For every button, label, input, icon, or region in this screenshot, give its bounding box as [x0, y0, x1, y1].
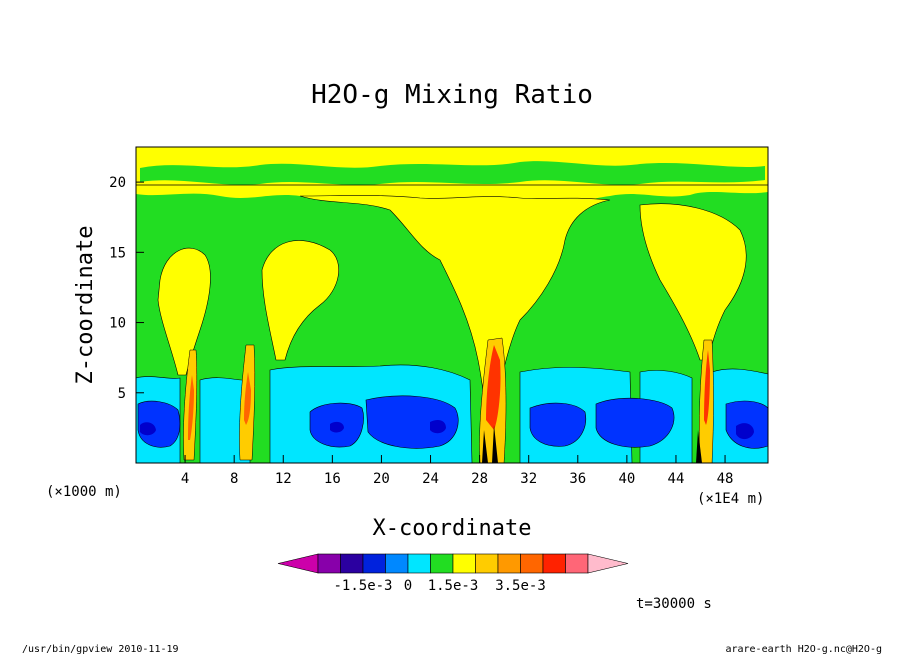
- colorbar-swatch: [542, 553, 566, 574]
- field-yellow-center: [299, 195, 611, 411]
- x-tick-label: 28: [471, 471, 488, 487]
- colorbar-label: 3.5e-3: [495, 578, 546, 594]
- field-yellow-right: [639, 203, 747, 361]
- plot-frame: [135, 146, 769, 464]
- colorbar-swatch: [497, 553, 521, 574]
- colorbar-swatch: [407, 553, 431, 574]
- colorbar-label: 0: [404, 578, 412, 594]
- colorbar-swatch: [452, 553, 476, 574]
- plot-area: [135, 146, 769, 464]
- field-yellow-left-blob: [157, 247, 211, 376]
- y-tick-label: 5: [118, 386, 126, 402]
- colorbar-swatch: [520, 553, 544, 574]
- colorbar-swatch: [317, 553, 341, 574]
- colorbar-low-arrow: [277, 553, 319, 574]
- x-tick-label: 24: [422, 471, 439, 487]
- colorbar-swatch: [385, 553, 409, 574]
- colorbar-swatch: [362, 553, 386, 574]
- x-axis: 4 8 12 16 20 24 28 32 36 40 44 48: [181, 455, 734, 487]
- y-tick-label: 15: [109, 245, 126, 261]
- x-unit-right: (×1E4 m): [697, 491, 764, 507]
- x-tick-label: 4: [181, 471, 189, 487]
- x-tick-label: 12: [275, 471, 292, 487]
- footer-right: arare-earth_H2O-g.nc@H2O-g: [725, 644, 882, 654]
- x-tick-label: 48: [717, 471, 734, 487]
- colorbar-label: 1.5e-3: [428, 578, 479, 594]
- y-tick-label: 10: [109, 316, 126, 332]
- x-tick-label: 8: [230, 471, 238, 487]
- x-tick-label: 44: [668, 471, 685, 487]
- colorbar-swatch: [340, 553, 364, 574]
- y-axis-title: Z-coordinate: [73, 226, 98, 385]
- chart-title: H2O-g Mixing Ratio: [311, 80, 593, 110]
- colorbar-swatch: [430, 553, 454, 574]
- colorbar-high-arrow: [587, 553, 629, 574]
- y-tick-label: 20: [109, 175, 126, 191]
- x-axis-title: X-coordinate: [373, 516, 532, 541]
- x-tick-label: 32: [520, 471, 537, 487]
- x-tick-label: 20: [373, 471, 390, 487]
- footer-left: /usr/bin/gpview 2010-11-19: [22, 644, 179, 654]
- y-axis: 5 10 15 20: [109, 175, 144, 402]
- field-green-band-top: [140, 161, 765, 185]
- x-tick-label: 36: [569, 471, 586, 487]
- x-tick-label: 40: [618, 471, 635, 487]
- convective-columns: [183, 337, 714, 464]
- colorbar: [277, 553, 629, 574]
- x-tick-label: 16: [324, 471, 341, 487]
- time-label: t=30000 s: [636, 596, 712, 612]
- field-blue-pools: [137, 395, 769, 449]
- x-unit-left: (×1000 m): [46, 484, 122, 500]
- field-yellow-mid-blob: [261, 240, 339, 361]
- colorbar-swatch: [475, 553, 499, 574]
- colorbar-labels: -1.5e-3 0 1.5e-3 3.5e-3: [333, 578, 545, 594]
- colorbar-label: -1.5e-3: [333, 578, 392, 594]
- colorbar-swatch: [565, 553, 589, 574]
